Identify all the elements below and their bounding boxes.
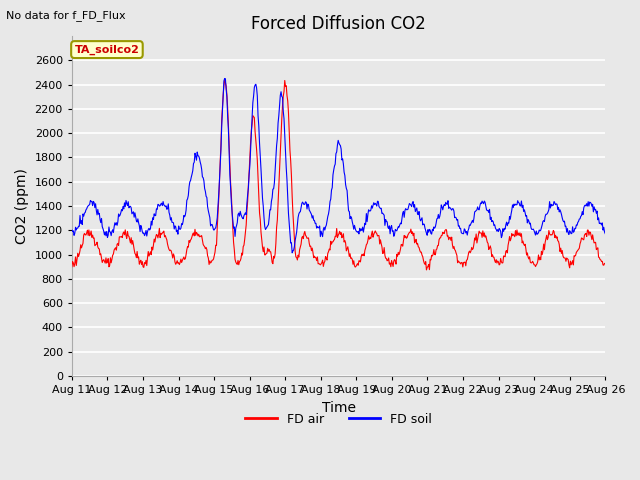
Title: Forced Diffusion CO2: Forced Diffusion CO2: [251, 15, 426, 33]
X-axis label: Time: Time: [321, 400, 356, 415]
Legend: FD air, FD soil: FD air, FD soil: [240, 408, 436, 431]
Text: No data for f_FD_Flux: No data for f_FD_Flux: [6, 10, 126, 21]
Y-axis label: CO2 (ppm): CO2 (ppm): [15, 168, 29, 244]
Text: TA_soilco2: TA_soilco2: [74, 45, 140, 55]
